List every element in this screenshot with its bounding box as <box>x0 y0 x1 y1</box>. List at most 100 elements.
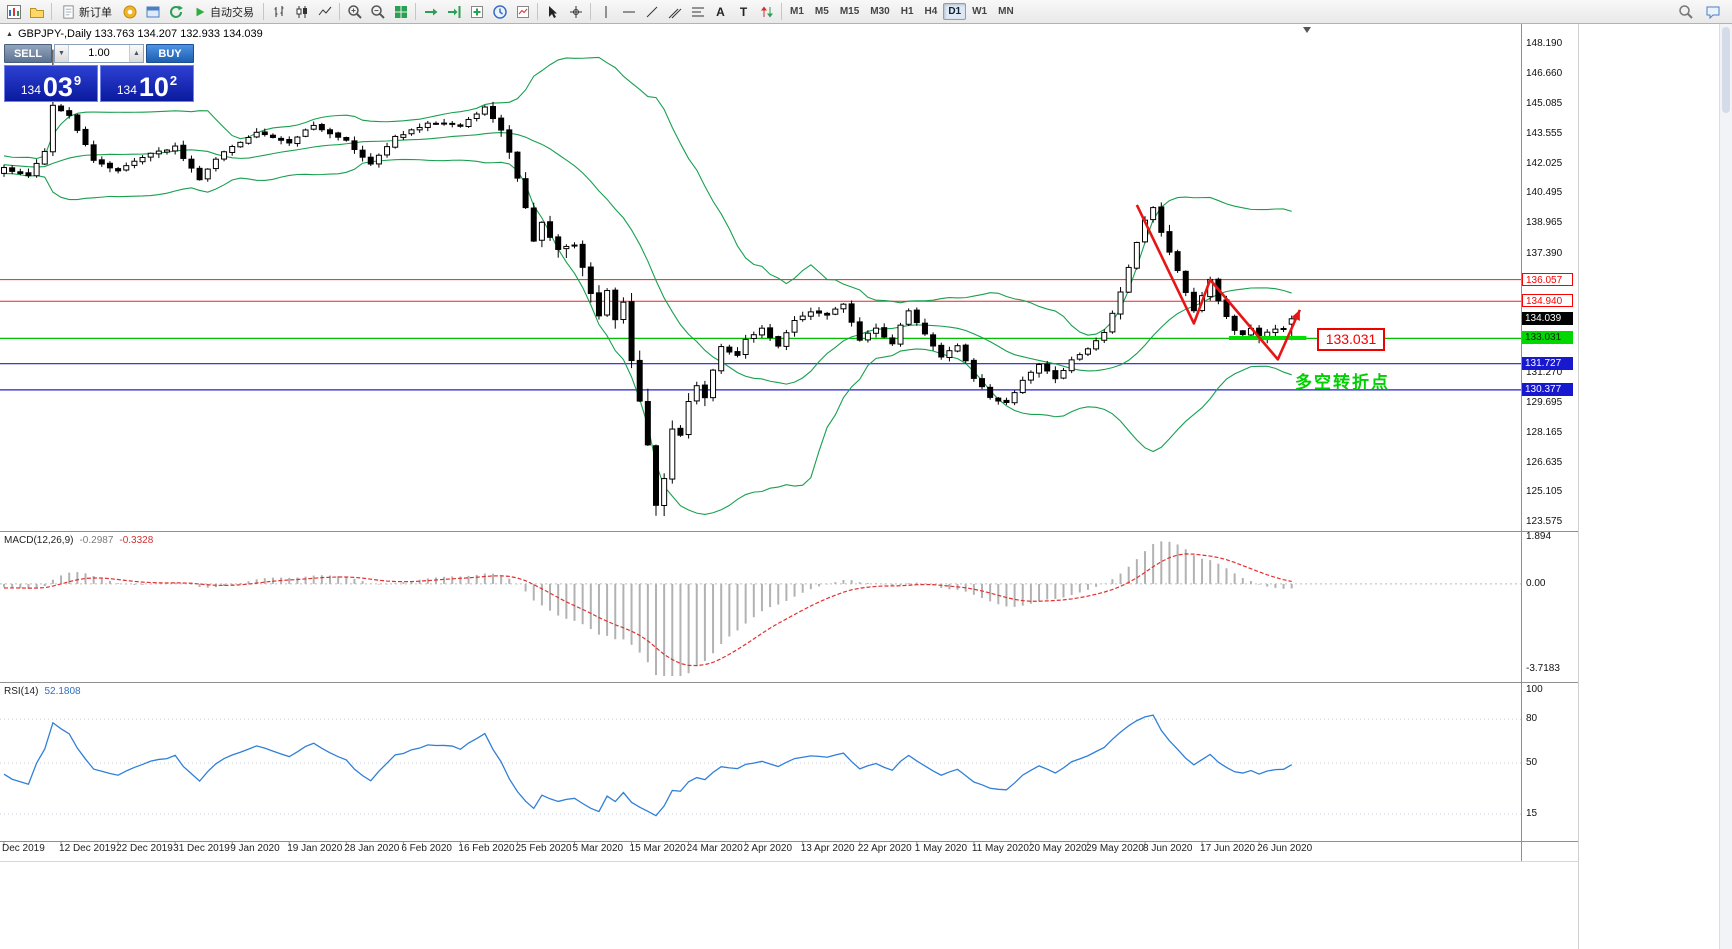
date-axis-label: 19 Jan 2020 <box>287 843 343 854</box>
arrows-tool-button[interactable] <box>755 2 778 22</box>
price-axis: 148.190 146.660 145.085 143.555 142.025 140.4… <box>1522 0 1580 949</box>
timeframe-button-d1[interactable]: D1 <box>943 3 967 20</box>
sell-button[interactable]: SELL <box>4 44 52 63</box>
date-axis-label: 16 Feb 2020 <box>458 843 515 854</box>
line-chart-icon <box>318 6 331 15</box>
chart-shift-icon <box>447 5 460 18</box>
buy-price-pip: 2 <box>169 73 178 88</box>
arrows-icon <box>760 6 773 17</box>
price-axis-label: 148.190 <box>1526 38 1563 49</box>
volume-increase-button[interactable]: ▲ <box>129 45 143 62</box>
tile-windows-button[interactable] <box>389 2 412 22</box>
timeframe-button-w1[interactable]: W1 <box>972 6 988 17</box>
profiles-button[interactable] <box>25 2 48 22</box>
rsi-axis-label: 100 <box>1526 684 1543 695</box>
strategy-tester-button[interactable] <box>164 2 187 22</box>
timeframe-button-m15[interactable]: M15 <box>839 6 860 17</box>
toolbar-separator <box>781 3 782 20</box>
timeframe-button-m30[interactable]: M30 <box>870 6 890 17</box>
timeframe-button-m1[interactable]: M1 <box>790 6 804 17</box>
cursor-tool-button[interactable] <box>541 2 564 22</box>
templates-button[interactable] <box>511 2 534 22</box>
new-chart-button[interactable] <box>2 2 25 22</box>
trendline-icon <box>646 6 657 17</box>
date-axis-label: 28 Jan 2020 <box>344 843 400 854</box>
sell-price-button[interactable]: 134 03 9 <box>4 65 98 102</box>
rsi-label: RSI(14) 52.1808 <box>4 686 81 697</box>
zoom-in-icon <box>347 4 362 19</box>
date-axis-label: 15 Mar 2020 <box>629 843 686 854</box>
buy-button[interactable]: BUY <box>146 44 194 63</box>
search-icon <box>1678 4 1693 19</box>
panel-collapse-icon[interactable]: ▲ <box>6 30 13 38</box>
chart-ohlc-header: ▲ GBPJPY-,Daily 133.763 134.207 132.933 … <box>6 28 263 40</box>
date-axis-label: Dec 2019 <box>2 843 45 854</box>
buy-price-button[interactable]: 134 10 2 <box>100 65 194 102</box>
price-axis-label: 126.635 <box>1526 456 1563 468</box>
channel-tool-button[interactable] <box>663 2 686 22</box>
indicators-button[interactable] <box>465 2 488 22</box>
macd-label: MACD(12,26,9) -0.2987 -0.3328 <box>4 535 153 546</box>
text-tool-button[interactable]: A <box>709 2 732 22</box>
zoom-in-button[interactable] <box>343 2 366 22</box>
timeframe-button-h1[interactable]: H1 <box>900 6 914 17</box>
date-axis-label: 11 May 2020 <box>971 843 1029 854</box>
new-order-button[interactable]: 新订单 <box>55 2 118 22</box>
timeframe-button-h4[interactable]: H4 <box>924 6 938 17</box>
rsi-axis-label: 80 <box>1526 713 1538 725</box>
sell-price-big: 03 <box>42 71 73 102</box>
macd-name: MACD(12,26,9) <box>4 535 74 546</box>
auto-scroll-button[interactable] <box>419 2 442 22</box>
candle-chart-button[interactable] <box>290 2 313 22</box>
horizontal-line-tool-button[interactable] <box>617 2 640 22</box>
price-axis-label: 128.165 <box>1526 426 1563 438</box>
chart-shift-button[interactable] <box>442 2 465 22</box>
label-tool-button[interactable]: T <box>732 2 755 22</box>
trendline-tool-button[interactable] <box>640 2 663 22</box>
timeframe-button-m5[interactable]: M5 <box>814 6 829 17</box>
terminal-button[interactable] <box>141 2 164 22</box>
vertical-line-tool-button[interactable] <box>594 2 617 22</box>
date-axis-label: 31 Dec 2019 <box>173 843 230 854</box>
metaeditor-button[interactable] <box>118 2 141 22</box>
price-marker: 130.377 <box>1522 382 1573 396</box>
autotrading-label: 自动交易 <box>210 6 254 19</box>
zoom-out-button[interactable] <box>366 2 389 22</box>
macd-main-value: -0.2987 <box>79 535 114 546</box>
timeframe-group: M1 M5 M15 M30 H1 H4 D1 W1 MN <box>785 3 1019 20</box>
price-axis-label: 131.270 <box>1526 366 1563 378</box>
date-axis-label: 22 Dec 2019 <box>116 843 173 854</box>
date-axis-label: 1 May 2020 <box>914 843 968 854</box>
timeframe-button-mn[interactable]: MN <box>998 6 1014 17</box>
periods-button[interactable] <box>488 2 511 22</box>
line-chart-button[interactable] <box>313 2 336 22</box>
bar-chart-icon <box>274 5 283 17</box>
date-axis-label: 5 Mar 2020 <box>572 843 624 854</box>
toolbar-separator <box>263 3 264 20</box>
fibonacci-tool-button[interactable] <box>686 2 709 22</box>
vertical-scrollbar[interactable] <box>1719 24 1732 949</box>
feedback-button[interactable] <box>1701 2 1724 22</box>
volume-input[interactable]: 1.00 <box>88 47 110 59</box>
scrollbar-thumb[interactable] <box>1722 27 1730 113</box>
autotrading-button[interactable]: 自动交易 <box>187 2 260 22</box>
buy-price-prefix: 134 <box>116 83 137 97</box>
strategy-tester-icon <box>169 5 183 18</box>
sell-price-prefix: 134 <box>20 83 41 97</box>
buy-price-big: 10 <box>138 71 169 102</box>
channel-icon <box>668 8 681 18</box>
date-axis-label: 17 Jun 2020 <box>1200 843 1256 854</box>
macd-axis-label: 0.00 <box>1526 577 1546 589</box>
crosshair-tool-button[interactable] <box>564 2 587 22</box>
rsi-axis-label: 15 <box>1526 808 1538 820</box>
volume-decrease-button[interactable]: ▼ <box>55 45 69 62</box>
macd-axis-label: 1.894 <box>1526 531 1552 542</box>
search-button[interactable] <box>1674 2 1697 22</box>
bar-chart-button[interactable] <box>267 2 290 22</box>
volume-stepper[interactable]: ▼ 1.00 ▲ <box>54 44 144 63</box>
terminal-icon <box>146 6 159 17</box>
toolbar-separator <box>51 3 52 20</box>
price-level-callout: 133.031 <box>1317 328 1385 352</box>
price-axis-label: 138.965 <box>1526 217 1563 229</box>
